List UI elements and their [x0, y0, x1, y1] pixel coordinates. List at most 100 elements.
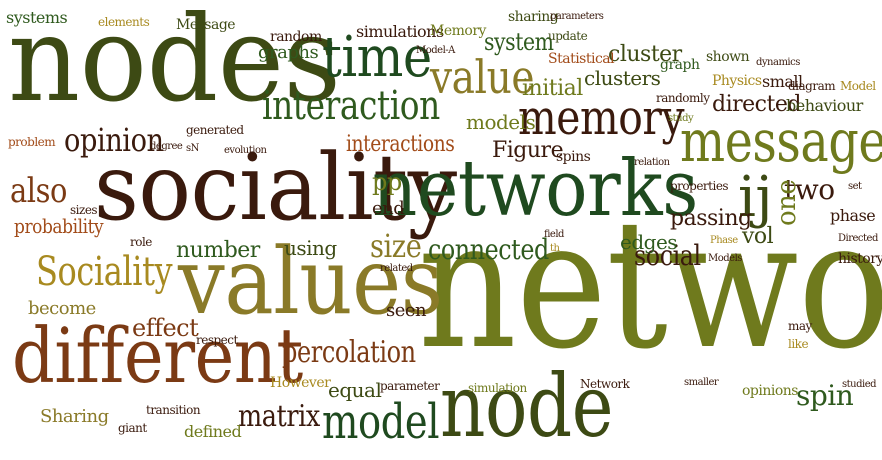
word-system: system [484, 28, 554, 56]
word-social: social [634, 239, 701, 272]
word-value: value [430, 50, 535, 104]
word-initial: initial [522, 76, 583, 101]
word-seen: seen [386, 300, 427, 321]
word-one: one [772, 179, 802, 226]
word-study: study [668, 113, 694, 124]
word-network: network [418, 181, 882, 388]
word-number: number [176, 238, 260, 263]
word-values: values [178, 228, 443, 335]
word-statistical: Statistical [548, 51, 615, 67]
word-physics: Physics [712, 73, 762, 89]
word-smaller: smaller [684, 377, 719, 388]
word-diagram: diagram [788, 79, 836, 93]
word-history: history [838, 251, 882, 267]
word-ij: ij [738, 165, 773, 230]
word-model-a: Model-A [416, 45, 455, 56]
word-equal: equal [328, 378, 382, 402]
word-dynamics: dynamics [756, 57, 800, 68]
word-randomly: randomly [656, 91, 710, 105]
word-sizes: sizes [70, 203, 98, 217]
word-graphs: graphs [258, 42, 319, 63]
word-networks: networks [372, 144, 698, 234]
word-parameters: parameters [550, 11, 604, 22]
word-may: may [788, 319, 812, 333]
word-figure: Figure [492, 138, 564, 163]
word-update: update [548, 29, 588, 43]
word-graph: graph [660, 57, 700, 73]
word-two: two [784, 173, 835, 206]
word-studied: studied [842, 379, 877, 390]
word-relation: relation [634, 157, 670, 168]
word-opinions: opinions [742, 383, 799, 399]
word-spins: spins [556, 149, 591, 165]
word-like: like [788, 337, 809, 351]
word-size: size [370, 227, 422, 265]
word-respect: respect [196, 333, 238, 347]
word-sharing-cap: Sharing [40, 406, 109, 427]
word-connected: connected [428, 233, 549, 266]
word-simulation: simulation [468, 381, 527, 395]
word-using: using [284, 236, 337, 260]
word-systems: systems [6, 8, 68, 27]
word-effect: effect [132, 314, 199, 342]
word-elements: elements [98, 15, 150, 29]
word-set: set [848, 181, 862, 192]
word-sociality: sociality [94, 134, 457, 241]
word-different: different [12, 311, 303, 400]
word-opinion: opinion [64, 121, 164, 159]
word-models-cap: Models [708, 253, 742, 264]
word-spin: spin [796, 379, 854, 412]
word-message-cap: Message [176, 17, 236, 33]
word-evolution: evolution [224, 145, 267, 156]
word-models: models [466, 110, 536, 134]
word-transition: transition [146, 403, 201, 417]
word-related: related [380, 263, 413, 274]
word-interaction: interaction [262, 83, 440, 129]
word-edges: edges [620, 230, 678, 254]
word-directed: directed [712, 92, 801, 117]
word-problem: problem [8, 135, 56, 149]
word-random: random [270, 29, 322, 45]
word-small: small [762, 72, 803, 91]
word-passing: passing [670, 206, 752, 231]
word-sharing: sharing [508, 9, 559, 25]
word-percolation: percolation [282, 335, 416, 370]
word-vol: vol [742, 224, 774, 249]
word-defined: defined [184, 422, 242, 441]
word-sn: sN [186, 143, 199, 154]
word-become: become [28, 298, 96, 319]
word-directed-cap: Directed [838, 233, 878, 244]
word-parameter: parameter [380, 379, 440, 393]
word-also: also [10, 171, 68, 211]
word-network-cap: Network [580, 377, 630, 391]
word-shown: shown [706, 49, 750, 65]
word-end: end [372, 198, 405, 219]
word-properties: properties [670, 179, 729, 193]
word-interactions: interactions [346, 132, 455, 157]
word-model-cap: Model [840, 79, 876, 93]
word-clusters: clusters [584, 66, 661, 90]
word-role: role [130, 235, 152, 249]
word-field: field [544, 229, 564, 240]
word-degree: degree [150, 141, 183, 152]
word-matrix: matrix [238, 399, 320, 434]
word-model: model [322, 394, 440, 450]
word-cluster: cluster [608, 42, 682, 67]
word-probability: probability [14, 214, 104, 238]
word-giant: giant [118, 421, 147, 435]
word-generated: generated [186, 123, 244, 137]
word-sociality-cap: Sociality [36, 249, 173, 295]
word-phase-cap: Phase [710, 235, 738, 246]
word-phase: phase [830, 206, 876, 225]
word-th: th [550, 243, 560, 254]
word-behaviour: behaviour [786, 96, 863, 115]
word-however: However [270, 375, 331, 391]
word-memory: memory [518, 90, 685, 146]
word-message: message [680, 107, 882, 175]
word-nodes: nodes [8, 0, 341, 129]
word-pp: pp [372, 168, 402, 196]
word-node: node [440, 357, 614, 457]
word-memory-cap: Memory [430, 23, 486, 39]
word-simulations: simulations [356, 22, 444, 41]
